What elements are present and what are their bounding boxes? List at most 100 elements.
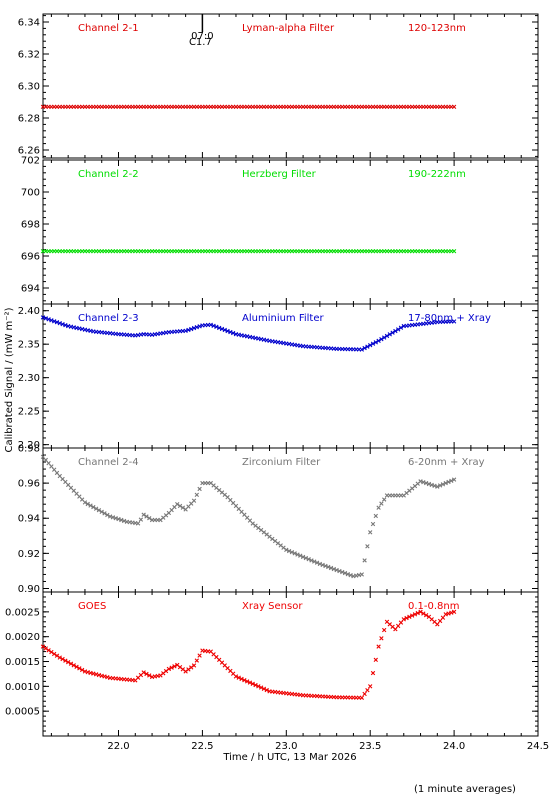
data-point — [191, 498, 197, 503]
data-point — [398, 620, 404, 625]
data-point — [85, 501, 90, 507]
filter-label: Zirconium Filter — [242, 457, 321, 468]
series-markers — [40, 315, 457, 352]
data-point — [253, 682, 258, 688]
data-point — [116, 516, 121, 522]
data-point — [426, 481, 432, 487]
data-point — [49, 649, 54, 655]
y-tick-label: 702 — [21, 156, 40, 167]
data-point — [395, 327, 401, 332]
data-point — [93, 506, 99, 511]
panel-1: 6.26 6.28 6.30 6.32 6.34 Channel 2-1 Lyman-alp… — [18, 13, 539, 159]
series-markers — [40, 104, 457, 109]
data-point — [390, 330, 395, 335]
data-point — [415, 610, 420, 616]
data-point — [300, 554, 306, 560]
data-point — [191, 663, 197, 668]
data-point — [250, 681, 255, 687]
channel-label: Channel 2-4 — [78, 457, 139, 468]
flare-marker: 07:0C1.7 — [189, 14, 214, 48]
x-tick-label: 22.0 — [107, 741, 129, 752]
data-point — [60, 656, 65, 662]
flare-time-label: 07:0 — [191, 31, 213, 42]
y-tick-label: 2.40 — [18, 306, 40, 317]
data-point — [74, 664, 79, 670]
data-point — [446, 479, 451, 485]
x-tick-label: 23.5 — [359, 741, 381, 752]
data-point — [326, 564, 331, 570]
data-point — [365, 544, 370, 549]
data-point — [233, 674, 239, 679]
data-point — [342, 570, 348, 576]
data-point — [46, 461, 51, 466]
data-point — [225, 328, 230, 334]
data-point — [298, 553, 303, 558]
data-point — [370, 670, 376, 676]
data-point — [68, 661, 74, 666]
data-point — [197, 486, 202, 492]
data-point — [421, 480, 426, 485]
data-point — [110, 515, 116, 520]
data-point — [43, 316, 48, 321]
data-point — [306, 557, 311, 562]
data-point — [331, 566, 337, 572]
data-point — [451, 249, 457, 254]
data-point — [334, 567, 339, 573]
x-tick-label: 24.5 — [527, 741, 549, 752]
data-point — [172, 664, 177, 669]
data-point — [286, 548, 292, 554]
data-point — [295, 552, 300, 557]
data-point — [135, 521, 141, 526]
data-point — [435, 484, 440, 489]
data-point — [368, 530, 373, 535]
data-point — [43, 457, 48, 463]
data-point — [376, 338, 381, 344]
data-point — [381, 627, 387, 633]
data-point — [440, 615, 446, 620]
data-point — [194, 492, 200, 498]
data-point — [373, 657, 378, 663]
data-point — [359, 572, 365, 577]
data-point — [219, 326, 225, 332]
y-tick-label: 6.30 — [18, 82, 40, 93]
band-label: 120-123nm — [408, 23, 466, 34]
filter-label: Herzberg Filter — [242, 169, 317, 180]
data-point — [323, 563, 328, 569]
y-tick-label: 694 — [21, 284, 40, 295]
data-point — [102, 511, 107, 516]
data-point — [186, 327, 191, 333]
data-point — [381, 335, 387, 340]
data-point — [189, 665, 194, 670]
x-axis: 22.0 22.5 23.0 23.5 24.0 24.5 — [107, 741, 549, 752]
y-axis-label: Calibrated Signal / (mW m⁻²) — [4, 307, 15, 452]
panel-frame — [42, 303, 539, 449]
data-point — [189, 326, 194, 332]
data-point — [40, 315, 46, 320]
data-point — [292, 551, 297, 556]
data-point — [381, 497, 387, 502]
panel-frame — [42, 159, 539, 305]
panel-3: 2.20 2.25 2.30 2.35 2.40 Channel 2-3 Aluminium… — [18, 303, 539, 451]
data-point — [368, 684, 373, 689]
data-point — [421, 611, 426, 616]
series-markers — [40, 454, 457, 579]
data-point — [451, 609, 457, 615]
data-point — [412, 612, 418, 617]
data-point — [175, 502, 180, 507]
y-tick-label: 2.30 — [18, 373, 40, 384]
data-point — [51, 651, 57, 657]
data-point — [77, 666, 82, 671]
y-tick-label: 0.0025 — [5, 607, 40, 618]
data-point — [54, 320, 60, 325]
y-tick-label: 0.0020 — [5, 632, 40, 643]
series-markers — [40, 249, 457, 254]
data-point — [423, 480, 429, 486]
data-point — [451, 104, 457, 109]
data-point — [197, 653, 202, 658]
data-point — [71, 663, 76, 668]
data-point — [49, 318, 54, 323]
x-tick-label: 23.0 — [275, 741, 297, 752]
data-point — [443, 612, 448, 617]
data-point — [449, 610, 454, 615]
band-label: 17-80nm + Xray — [408, 313, 491, 324]
